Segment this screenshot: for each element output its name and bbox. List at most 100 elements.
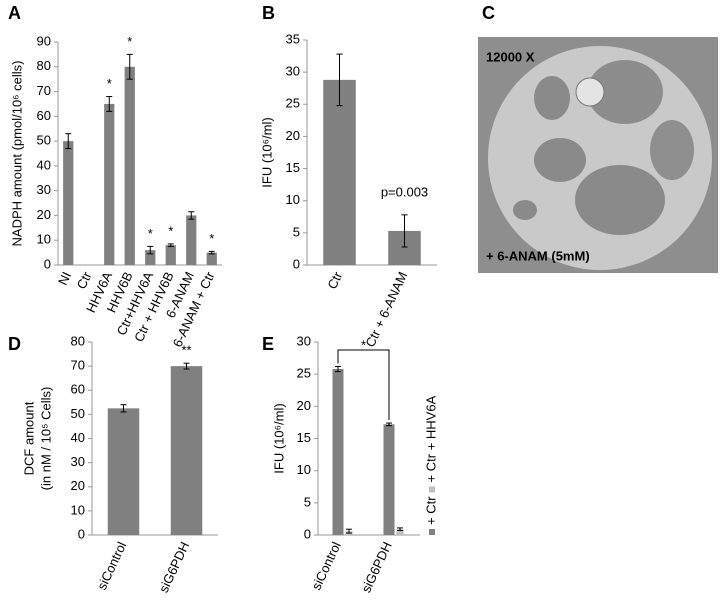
y-tick-label: 10 [71,502,85,517]
y-tick-label: 90 [37,33,51,48]
y-axis-label: IFU (10⁶/ml) [271,403,286,473]
error-bar [147,245,154,255]
y-tick-label: 80 [37,58,51,73]
error-bar [397,527,404,531]
y-tick-label: 10 [286,192,300,207]
bar [186,215,197,265]
bracket-label: * [361,337,366,352]
error-bar [126,53,133,80]
x-tick-label: siG6PDH [358,539,394,594]
legend-label: + Ctr [423,496,438,525]
y-tick-label: 40 [37,157,51,172]
significance: * [148,226,153,241]
y-tick-label: 0 [304,526,311,541]
x-tick-label: NI [55,269,74,287]
bar [165,245,176,265]
x-tick-label: Ctr [324,269,345,292]
bar [124,66,135,266]
legend-label: + Ctr + HHV6A [423,395,438,482]
inclusion [575,165,665,235]
y-tick-label: 20 [71,478,85,493]
y-tick-label: 20 [286,128,300,143]
y-tick-label: 20 [37,207,51,222]
bar [107,408,140,535]
significance: * [127,34,132,49]
bar [323,79,356,265]
treatment: + 6-ANAM (5mM) [486,248,590,263]
bar [206,252,217,265]
error-bar [106,96,113,112]
annotation: p=0.003 [381,184,428,199]
x-tick-label: siControl [309,539,344,592]
x-tick-label: Ctr [74,269,95,292]
y-tick-label: 0 [78,526,85,541]
y-tick-label: 50 [37,133,51,148]
y-tick-label: 60 [71,382,85,397]
y-tick-label: 10 [37,232,51,247]
bar [63,141,74,265]
inclusion [650,120,694,180]
x-tick-label: siG6PDH [156,539,192,594]
error-bar [120,404,127,413]
y-tick-label: 30 [297,333,311,348]
panel-label: C [482,3,495,23]
error-bar [183,362,190,370]
y-axis-label: DCF amount [21,401,36,475]
inclusion [575,77,605,107]
error-bar [208,250,215,255]
y-tick-label: 70 [71,358,85,373]
inclusion [534,138,586,182]
error-bar [65,133,72,150]
legend-swatch [429,529,435,535]
panel-label: A [8,3,21,23]
panel-label: D [8,334,21,354]
y-axis-label: IFU (10⁶/ml) [259,117,274,187]
y-tick-label: 30 [37,182,51,197]
y-tick-label: 30 [71,454,85,469]
significance: ** [181,343,191,358]
error-bar [385,422,392,427]
significance: * [209,231,214,246]
bar [170,366,203,535]
inclusion [587,60,663,124]
significance: * [107,76,112,91]
bar [383,424,395,535]
micrograph-panel: C 12000 X + 6-ANAM (5mM) [478,3,718,273]
panel-label: E [262,334,274,354]
y-tick-label: 0 [44,256,51,271]
y-axis-label: (in nM / 10⁵ Cells) [38,387,53,491]
inclusion [513,200,537,220]
y-tick-label: 10 [297,462,311,477]
y-tick-label: 20 [297,398,311,413]
y-tick-label: 40 [71,430,85,445]
x-tick-label: siControl [94,539,129,592]
x-tick-label: Ctr + 6-ANAM [362,269,410,349]
y-tick-label: 25 [297,366,311,381]
y-tick-label: 50 [71,406,85,421]
y-tick-label: 70 [37,83,51,98]
y-tick-label: 15 [286,160,300,175]
y-tick-label: 80 [71,333,85,348]
y-tick-label: 5 [293,224,300,239]
error-bar [188,211,195,220]
error-bar [167,243,174,247]
bracket [337,349,390,421]
y-tick-label: 25 [286,96,300,111]
bar [104,103,115,265]
significance: * [168,223,173,238]
error-bar [346,528,353,534]
inclusion [534,76,570,120]
y-axis-label: NADPH amount (pmol/10⁶ cells) [9,61,24,247]
y-tick-label: 15 [297,430,311,445]
bar [145,250,156,265]
magnification: 12000 X [486,49,535,64]
y-tick-label: 60 [37,108,51,123]
y-tick-label: 0 [293,256,300,271]
error-bar [401,214,408,248]
y-tick-label: 5 [304,494,311,509]
y-tick-label: 35 [286,31,300,46]
bar [396,529,404,535]
error-bar [334,365,341,373]
error-bar [336,53,343,107]
